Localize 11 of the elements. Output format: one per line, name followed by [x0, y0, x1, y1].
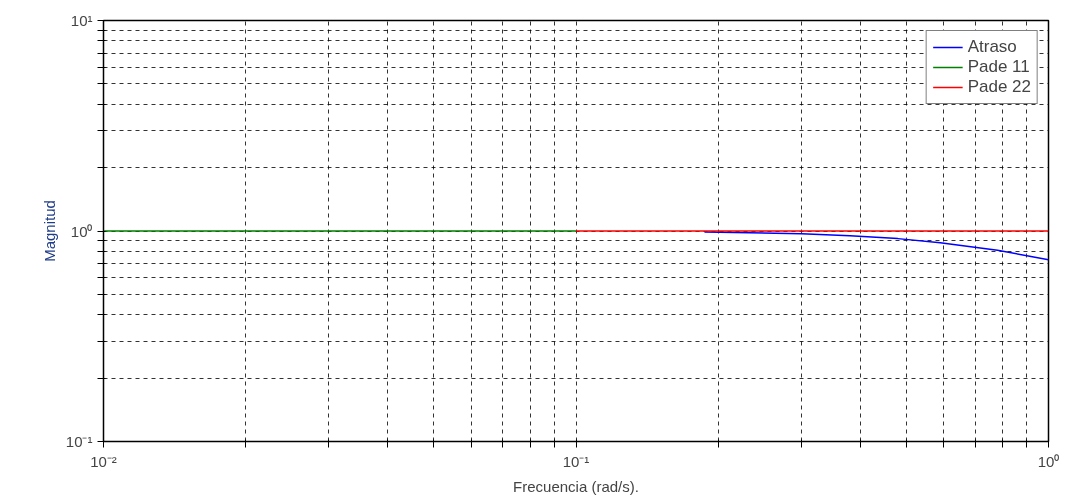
x-tick-label: 10⁻¹: [562, 452, 590, 470]
y-tick-label: 10⁰: [70, 222, 93, 240]
x-tick-label: 10⁰: [1037, 452, 1060, 470]
x-axis-title: Frecuencia (rad/s).: [513, 477, 639, 495]
y-tick-label: 10¹: [70, 12, 93, 29]
y-axis-title: Magnitud: [40, 200, 58, 262]
x-tick-label: 10⁻²: [90, 452, 117, 470]
legend-label: Pade 22: [967, 77, 1031, 97]
y-tick-label: 10⁻¹: [65, 433, 93, 450]
legend-label: Pade 11: [967, 57, 1030, 77]
legend-label: Atraso: [967, 37, 1017, 57]
